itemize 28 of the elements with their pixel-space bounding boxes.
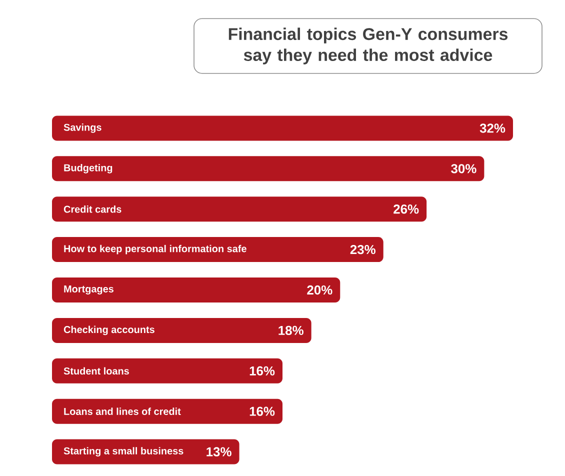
bar	[52, 358, 282, 384]
data-label: 16%	[250, 406, 275, 416]
bar	[52, 156, 484, 182]
bar	[52, 196, 427, 222]
data-label: 13%	[206, 447, 232, 456]
y-tick-label: Mortgages	[64, 286, 114, 294]
data-label: 32%	[480, 124, 506, 133]
y-tick-label: Budgeting	[64, 164, 112, 174]
data-label: 18%	[278, 326, 304, 336]
bar	[52, 439, 240, 464]
y-tick-label: How to keep personal information safe	[64, 244, 246, 254]
y-tick-label: Savings	[64, 124, 102, 133]
data-label: 26%	[394, 204, 419, 214]
data-label: 23%	[350, 244, 376, 254]
chart-title: Financial topics Gen-Y consumers say they need the most advice	[228, 28, 508, 64]
bar	[52, 278, 340, 303]
y-tick-label: Loans and lines of credit	[64, 408, 181, 415]
bar	[52, 237, 384, 262]
y-tick-label: Checking accounts	[64, 326, 154, 336]
data-label: 20%	[307, 285, 332, 295]
bar	[52, 318, 312, 343]
y-tick-label: Starting a small business	[64, 447, 184, 456]
y-tick-label: Student loans	[64, 367, 129, 375]
data-label: 16%	[250, 366, 275, 376]
bar	[52, 116, 514, 141]
bar	[52, 398, 282, 424]
y-tick-label: Credit cards	[64, 205, 122, 213]
data-label: 30%	[451, 164, 476, 174]
